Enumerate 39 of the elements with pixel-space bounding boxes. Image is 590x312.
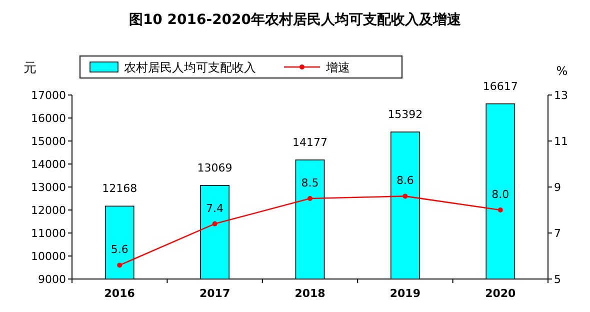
data-label: 7.4 xyxy=(206,202,224,215)
y2-tick-label: 13 xyxy=(554,89,568,102)
y2-axis-title: % xyxy=(556,64,568,78)
x-tick-label: 2018 xyxy=(294,287,326,300)
x-tick-label: 2020 xyxy=(485,287,516,300)
data-label: 16617 xyxy=(482,80,518,93)
y2-tick-label: 9 xyxy=(554,181,561,194)
x-tick-label: 2017 xyxy=(199,287,230,300)
data-label: 8.6 xyxy=(396,174,414,188)
x-tick-label: 2016 xyxy=(104,287,136,300)
y-tick-label: 17000 xyxy=(31,89,66,102)
data-label: 13069 xyxy=(197,161,232,174)
data-label: 14177 xyxy=(292,136,328,149)
point xyxy=(308,196,312,201)
y-tick-label: 16000 xyxy=(31,112,66,125)
y-tick-label: 11000 xyxy=(31,227,66,240)
data-label: 15392 xyxy=(388,108,423,121)
point xyxy=(212,221,218,226)
data-label: 8.0 xyxy=(492,188,510,201)
point xyxy=(402,194,408,199)
y2-tick-label: 5 xyxy=(554,273,561,286)
y2-tick-label: 11 xyxy=(554,135,568,148)
x-tick-label: 2019 xyxy=(390,287,421,300)
y-axis-title: 元 xyxy=(24,61,36,76)
y-tick-label: 9000 xyxy=(38,273,66,286)
data-label: 8.5 xyxy=(301,176,319,190)
y2-tick-label: 7 xyxy=(554,227,561,240)
y-tick-label: 10000 xyxy=(31,250,66,263)
data-label: 5.6 xyxy=(110,243,128,256)
y-tick-label: 15000 xyxy=(31,135,66,148)
point xyxy=(498,208,503,212)
y-tick-label: 12000 xyxy=(31,204,66,217)
legend-label: 增速 xyxy=(325,60,350,74)
y-tick-label: 13000 xyxy=(31,181,66,194)
y-tick-label: 14000 xyxy=(31,158,66,171)
data-label: 12168 xyxy=(102,182,138,196)
legend-label: 农村居民人均可支配收入 xyxy=(124,60,256,74)
chart-title: 图10 2016-2020年农村居民人均可支配收入及增速 xyxy=(128,12,462,28)
point xyxy=(117,262,122,268)
